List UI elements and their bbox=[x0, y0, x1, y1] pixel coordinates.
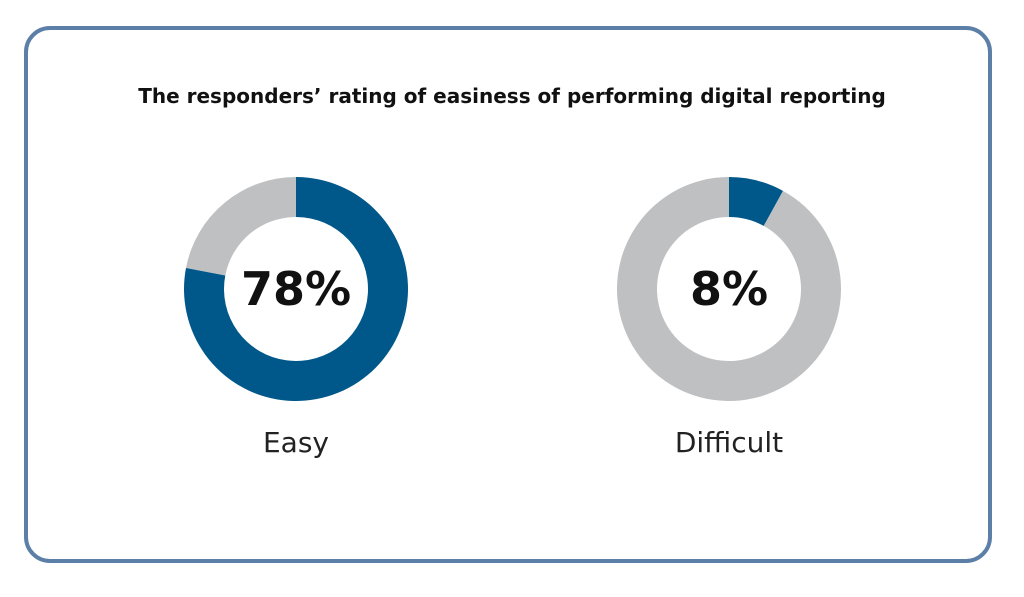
category-label-easy: Easy bbox=[262, 426, 329, 459]
donut-value-label-difficult: 8% bbox=[689, 262, 769, 316]
chart-title: The responders’ rating of easiness of pe… bbox=[138, 84, 886, 108]
donut-remainder-slice-easy bbox=[185, 177, 296, 276]
donut-remainder-slice-difficult bbox=[617, 177, 841, 401]
donut-value-label-easy: 78% bbox=[240, 262, 352, 316]
donut-chart-easy: 78% bbox=[183, 176, 409, 402]
donut-chart-difficult: 8% bbox=[616, 176, 842, 402]
donut-svg-difficult bbox=[617, 177, 841, 401]
category-label-difficult: Difficult bbox=[674, 426, 784, 459]
donut-value-slice-easy bbox=[183, 177, 408, 401]
donut-svg-easy bbox=[183, 177, 408, 401]
donut-value-slice-difficult bbox=[729, 177, 783, 226]
